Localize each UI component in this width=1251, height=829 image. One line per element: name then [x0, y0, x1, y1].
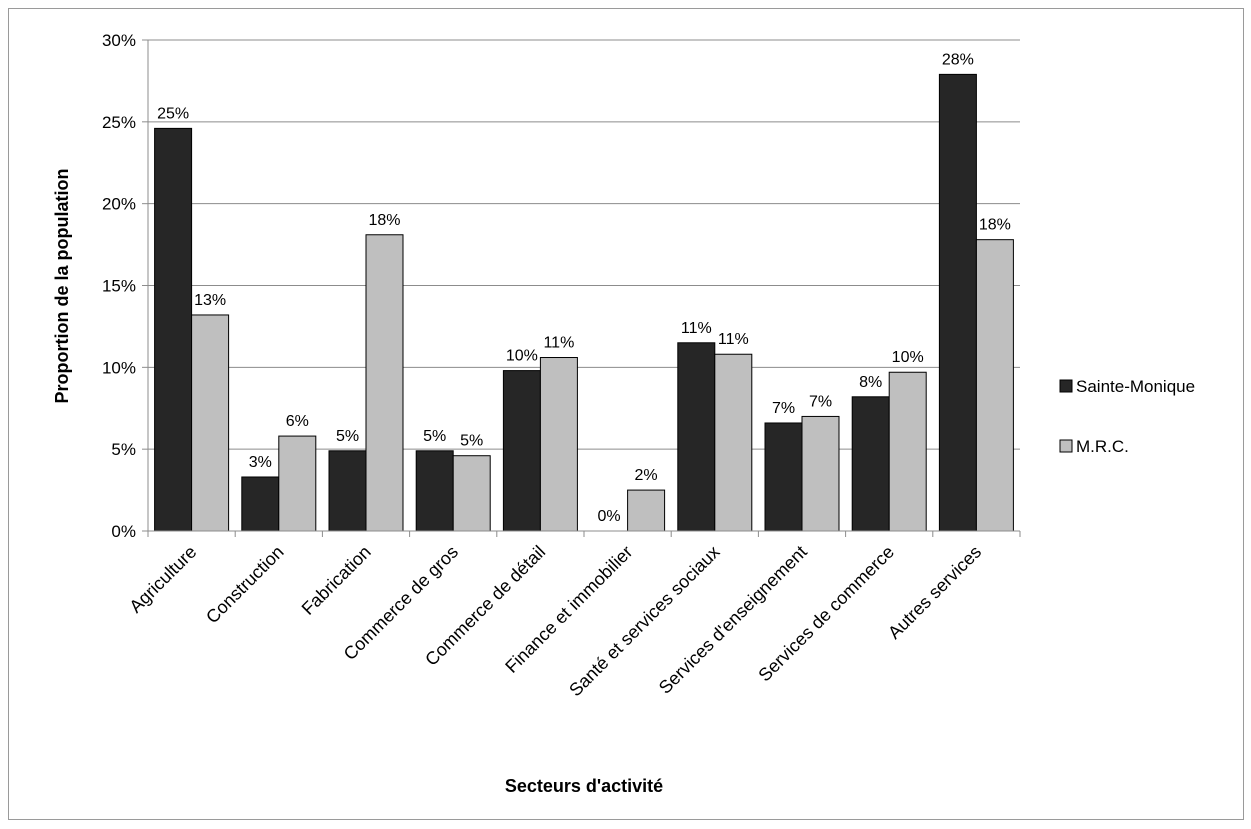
- x-category-label: Construction: [202, 542, 288, 628]
- data-label: 13%: [194, 292, 226, 309]
- bar-m-r-c--8: [888, 371, 927, 532]
- data-label: 7%: [809, 393, 832, 410]
- x-axis-title: Secteurs d'activité: [505, 776, 663, 796]
- bar-sainte-monique-1: [241, 476, 280, 532]
- data-label: 8%: [859, 374, 882, 391]
- bar-sainte-monique-7: [764, 422, 803, 532]
- data-label: 2%: [635, 467, 658, 484]
- data-label: 18%: [979, 217, 1011, 234]
- data-label: 18%: [368, 212, 400, 229]
- data-label: 5%: [423, 428, 446, 445]
- x-category-label: Santé et services sociaux: [565, 542, 723, 700]
- bar-m-r-c--0: [191, 314, 230, 532]
- bar-sainte-monique-8: [851, 396, 890, 532]
- data-label: 7%: [772, 400, 795, 417]
- legend-swatch: [1059, 379, 1073, 393]
- bar-sainte-monique-6: [677, 342, 716, 532]
- bar-sainte-monique-0: [154, 127, 193, 532]
- y-tick-labels: 0% 5% 10% 15% 20% 25% 30%: [102, 31, 136, 541]
- x-category-label: Agriculture: [125, 542, 200, 617]
- data-label: 11%: [718, 331, 749, 348]
- data-labels: 25% 13% 3% 6% 5% 18% 5% 5% 10% 11% 0% 2% 11% 11% 7% 7% 8…: [157, 51, 1011, 525]
- y-tick-label: 15%: [102, 277, 136, 296]
- data-label: 10%: [506, 348, 538, 365]
- data-label: 6%: [286, 413, 309, 430]
- y-tick-label: 20%: [102, 195, 136, 214]
- axes: [142, 39, 1021, 537]
- data-label: 11%: [543, 335, 574, 352]
- data-label: 10%: [892, 349, 924, 366]
- x-category-label: Services d'enseignement: [655, 542, 811, 698]
- bar-m-r-c--4: [539, 357, 578, 532]
- legend: Sainte-Monique M.R.C.: [1059, 377, 1195, 456]
- y-tick-label: 0%: [111, 522, 136, 541]
- legend-label: M.R.C.: [1076, 437, 1129, 456]
- data-label: 3%: [249, 454, 272, 471]
- x-category-label: Autres services: [884, 542, 985, 643]
- data-label: 5%: [460, 433, 483, 450]
- y-tick-label: 30%: [102, 31, 136, 50]
- y-tick-label: 25%: [102, 113, 136, 132]
- data-label: 28%: [942, 51, 974, 68]
- x-category-label: Fabrication: [298, 542, 375, 619]
- y-axis-title: Proportion de la population: [52, 169, 72, 404]
- bar-m-r-c--5: [627, 489, 666, 532]
- bar-m-r-c--3: [452, 455, 491, 532]
- data-label: 25%: [157, 105, 189, 122]
- bar-sainte-monique-3: [415, 450, 454, 532]
- bar-sainte-monique-4: [502, 370, 541, 532]
- bar-sainte-monique-9: [938, 73, 977, 532]
- bar-m-r-c--1: [278, 435, 317, 532]
- bar-m-r-c--2: [365, 234, 404, 532]
- bars: [154, 73, 1014, 532]
- y-tick-label: 10%: [102, 358, 136, 377]
- bar-m-r-c--7: [801, 415, 840, 532]
- bar-m-r-c--9: [975, 239, 1014, 532]
- data-label: 0%: [598, 508, 621, 525]
- data-label: 5%: [336, 428, 359, 445]
- legend-swatch: [1059, 439, 1073, 453]
- bar-m-r-c--6: [714, 353, 753, 532]
- x-category-labels: Agriculture Construction FabricationCommer…: [125, 542, 985, 700]
- y-tick-label: 5%: [111, 440, 136, 459]
- bar-sainte-monique-2: [328, 450, 367, 532]
- data-label: 11%: [681, 320, 712, 337]
- legend-label: Sainte-Monique: [1076, 377, 1195, 396]
